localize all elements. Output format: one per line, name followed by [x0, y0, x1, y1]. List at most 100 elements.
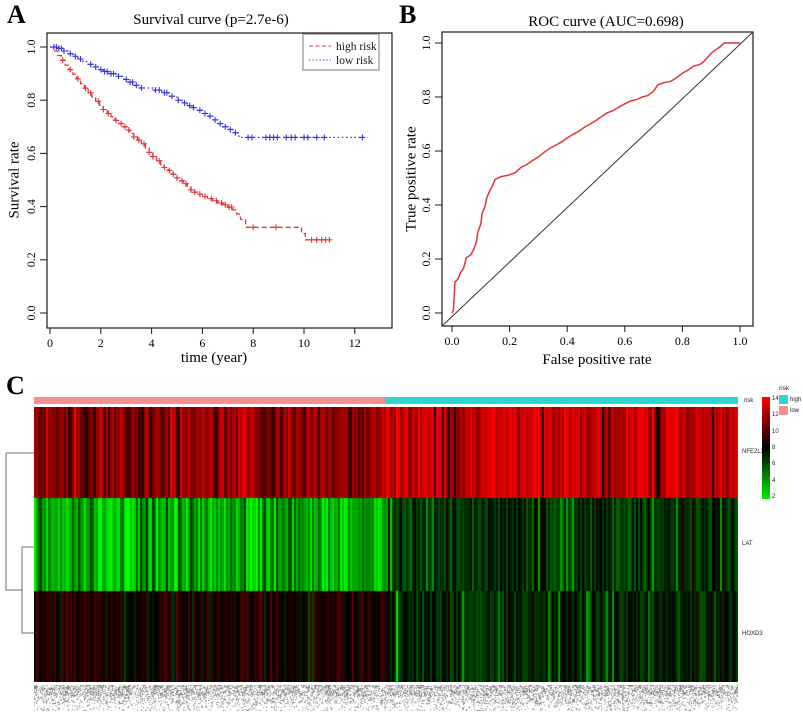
censor-mark: [104, 68, 111, 75]
risk-legend-low-swatch: [779, 406, 788, 415]
censor-mark: [82, 85, 89, 92]
censor-mark: [130, 133, 137, 140]
censor-mark: [273, 224, 280, 231]
x-tick-label: 0.6: [617, 334, 632, 348]
censor-mark: [321, 134, 328, 141]
censor-mark: [163, 89, 170, 96]
censor-mark: [228, 204, 235, 211]
x-tick-label: 0.8: [675, 334, 690, 348]
censor-mark: [201, 193, 208, 200]
censor-mark: [207, 113, 214, 120]
censor-mark: [212, 116, 219, 123]
censor-mark: [304, 134, 311, 141]
censor-mark: [313, 134, 320, 141]
colorbar-tick: 6: [772, 461, 776, 468]
censor-mark: [187, 186, 194, 193]
risk-annotation-high-segment: [385, 397, 738, 404]
x-tick-label: 1.0: [733, 334, 748, 348]
x-tick-label: 0: [47, 336, 53, 350]
censor-mark: [92, 63, 99, 70]
risk-legend-high-label: high: [790, 397, 802, 403]
censor-mark: [326, 236, 333, 243]
x-tick-label: 10: [298, 336, 310, 350]
y-tick-label: 1.0: [24, 40, 38, 55]
censor-mark: [196, 191, 203, 198]
censor-mark: [123, 76, 130, 83]
km-legend-label: high risk: [336, 41, 377, 53]
survival-and-roc-plots: 0 2 4 6 8 10 12 0.0 0.2 0.4 0.6 0.8 1.0 high risk low …: [24, 31, 754, 350]
panel-b-letter: B: [399, 0, 417, 29]
censor-mark: [87, 89, 94, 96]
censor-mark: [110, 70, 117, 77]
censor-mark: [181, 99, 188, 106]
panel-b-plot-box: [441, 31, 754, 327]
censor-mark: [232, 129, 239, 136]
censor-mark: [208, 195, 215, 202]
y-tick-label: 0.4: [24, 199, 38, 214]
censor-mark: [191, 189, 198, 196]
y-tick-label: 0.6: [24, 146, 38, 161]
censor-mark: [100, 106, 107, 113]
y-tick-label: 0.8: [24, 93, 38, 108]
expression-colorbar: [762, 397, 770, 499]
gene-label-lat: LAT: [742, 541, 753, 547]
km-curve-low-risk: [50, 46, 368, 139]
gene-label-hoxd3: HOXD3: [742, 631, 763, 637]
x-tick-label: 8: [250, 336, 256, 350]
x-tick-label: 0.4: [560, 334, 575, 348]
censor-mark: [125, 126, 132, 133]
censor-mark: [222, 123, 229, 130]
censor-mark: [138, 84, 145, 91]
panel-a-plot-box: [46, 32, 393, 329]
gene-label-nfe2l3: NFE2L3: [742, 449, 765, 455]
censor-mark: [217, 120, 224, 127]
censor-mark: [113, 117, 120, 124]
y-tick-label: 0.0: [419, 306, 433, 321]
y-tick-label: 0.2: [419, 252, 433, 267]
censor-mark: [118, 120, 125, 127]
x-tick-label: 12: [349, 336, 361, 350]
y-tick-label: 0.4: [419, 198, 433, 213]
censor-mark: [218, 199, 225, 206]
censor-mark: [87, 61, 94, 68]
dendrogram-branch: [5, 453, 22, 591]
roc-curve: [451, 42, 740, 314]
censor-mark: [121, 123, 128, 130]
risk-legend-low-label: low: [790, 408, 800, 414]
censor-mark: [170, 171, 177, 178]
censor-mark: [77, 55, 84, 62]
panel-b-title: ROC curve (AUC=0.698): [528, 14, 684, 30]
panel-b-xlabel: False positive rate: [542, 352, 652, 368]
censor-mark: [105, 110, 112, 117]
colorbar-tick: 12: [772, 412, 779, 419]
censor-mark: [95, 98, 102, 105]
roc-diagonal: [441, 31, 754, 327]
censor-mark: [166, 167, 173, 174]
x-tick-label: 0.2: [502, 334, 517, 348]
censor-mark: [313, 236, 320, 243]
y-tick-label: 0.8: [419, 90, 433, 105]
censor-mark: [135, 137, 142, 144]
x-tick-label: 0.0: [445, 334, 460, 348]
censor-mark: [97, 66, 104, 73]
panel-a-title: Survival curve (p=2.7e-6): [133, 12, 289, 28]
km-legend-box: [302, 33, 380, 71]
x-tick-label: 2: [98, 336, 104, 350]
censor-mark: [308, 236, 315, 243]
dendrogram-branch: [21, 546, 34, 634]
censor-mark: [146, 149, 153, 156]
censor-mark: [179, 177, 186, 184]
censor-mark: [59, 57, 66, 64]
risk-legend-high-swatch: [779, 395, 788, 404]
risk-legend-title: risk: [779, 385, 790, 392]
censor-mark: [140, 140, 147, 147]
censor-mark: [67, 66, 74, 73]
y-tick-label: 0.2: [24, 252, 38, 267]
censor-mark: [213, 197, 220, 204]
colorbar-tick: 14: [772, 396, 779, 402]
censor-mark: [60, 47, 67, 54]
colorbar-tick: 10: [772, 428, 779, 435]
censor-mark: [133, 82, 140, 89]
censor-mark: [283, 134, 290, 141]
